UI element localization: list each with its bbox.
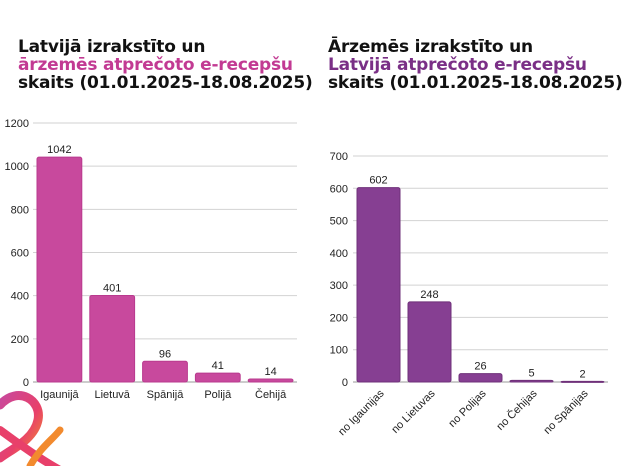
right-title-line-1: Ārzemēs izrakstīto un [328, 37, 533, 57]
left-data-label: 401 [103, 282, 121, 294]
left-category-label: Lietuvā [94, 389, 130, 401]
right-data-label: 5 [528, 367, 534, 379]
right-data-label: 602 [369, 175, 387, 187]
left-data-label: 41 [212, 360, 224, 372]
right-ytick-label: 400 [330, 248, 348, 260]
right-title-line-3: skaits (01.01.2025-18.08.2025) [328, 73, 623, 93]
left-data-label: 96 [159, 348, 171, 360]
right-ytick-label: 300 [330, 280, 348, 292]
left-title-line-1: Latvijā izrakstīto un [18, 37, 206, 57]
left-bar [194, 372, 241, 383]
right-bar [509, 379, 554, 383]
right-bar [458, 373, 503, 383]
left-ytick-label: 400 [11, 291, 29, 303]
right-chart-title: Ārzemēs izrakstīto un Latvijā atprečoto … [328, 38, 623, 92]
right-bar [560, 380, 605, 383]
left-ytick-label: 800 [11, 204, 29, 216]
left-category-label: Igaunijā [40, 389, 79, 401]
left-category-label: Čehijā [255, 388, 287, 401]
right-data-label: 2 [579, 368, 585, 380]
right-ytick-label: 200 [330, 312, 348, 324]
left-ytick-label: 200 [11, 334, 29, 346]
left-ytick-label: 1200 [5, 118, 29, 130]
left-bar [89, 294, 136, 383]
right-data-label: 26 [474, 361, 486, 373]
left-chart-title: Latvijā izrakstīto un ārzemēs atprečoto … [18, 38, 313, 92]
left-bar [36, 156, 83, 383]
left-bar [142, 360, 188, 383]
left-ytick-label: 600 [11, 248, 29, 260]
left-title-line-3: skaits (01.01.2025-18.08.2025) [18, 73, 313, 93]
right-ytick-label: 700 [330, 151, 348, 163]
left-title-line-2: ārzemēs atprečoto e-recepšu [18, 55, 293, 75]
left-category-label: Polijā [204, 389, 232, 401]
right-title-line-2: Latvijā atprečoto e-recepšu [328, 55, 587, 75]
left-ytick-label: 0 [23, 377, 29, 389]
right-bar [407, 301, 452, 383]
left-data-label: 14 [264, 366, 276, 378]
right-ytick-label: 600 [330, 183, 348, 195]
right-ytick-label: 0 [342, 377, 348, 389]
right-data-label: 248 [420, 289, 438, 301]
right-bar [356, 187, 401, 383]
left-category-label: Spānijā [147, 389, 185, 401]
left-data-label: 1042 [47, 144, 71, 156]
left-bar [247, 378, 294, 383]
right-ytick-label: 100 [330, 345, 348, 357]
left-ytick-label: 1000 [5, 161, 29, 173]
right-ytick-label: 500 [330, 216, 348, 228]
